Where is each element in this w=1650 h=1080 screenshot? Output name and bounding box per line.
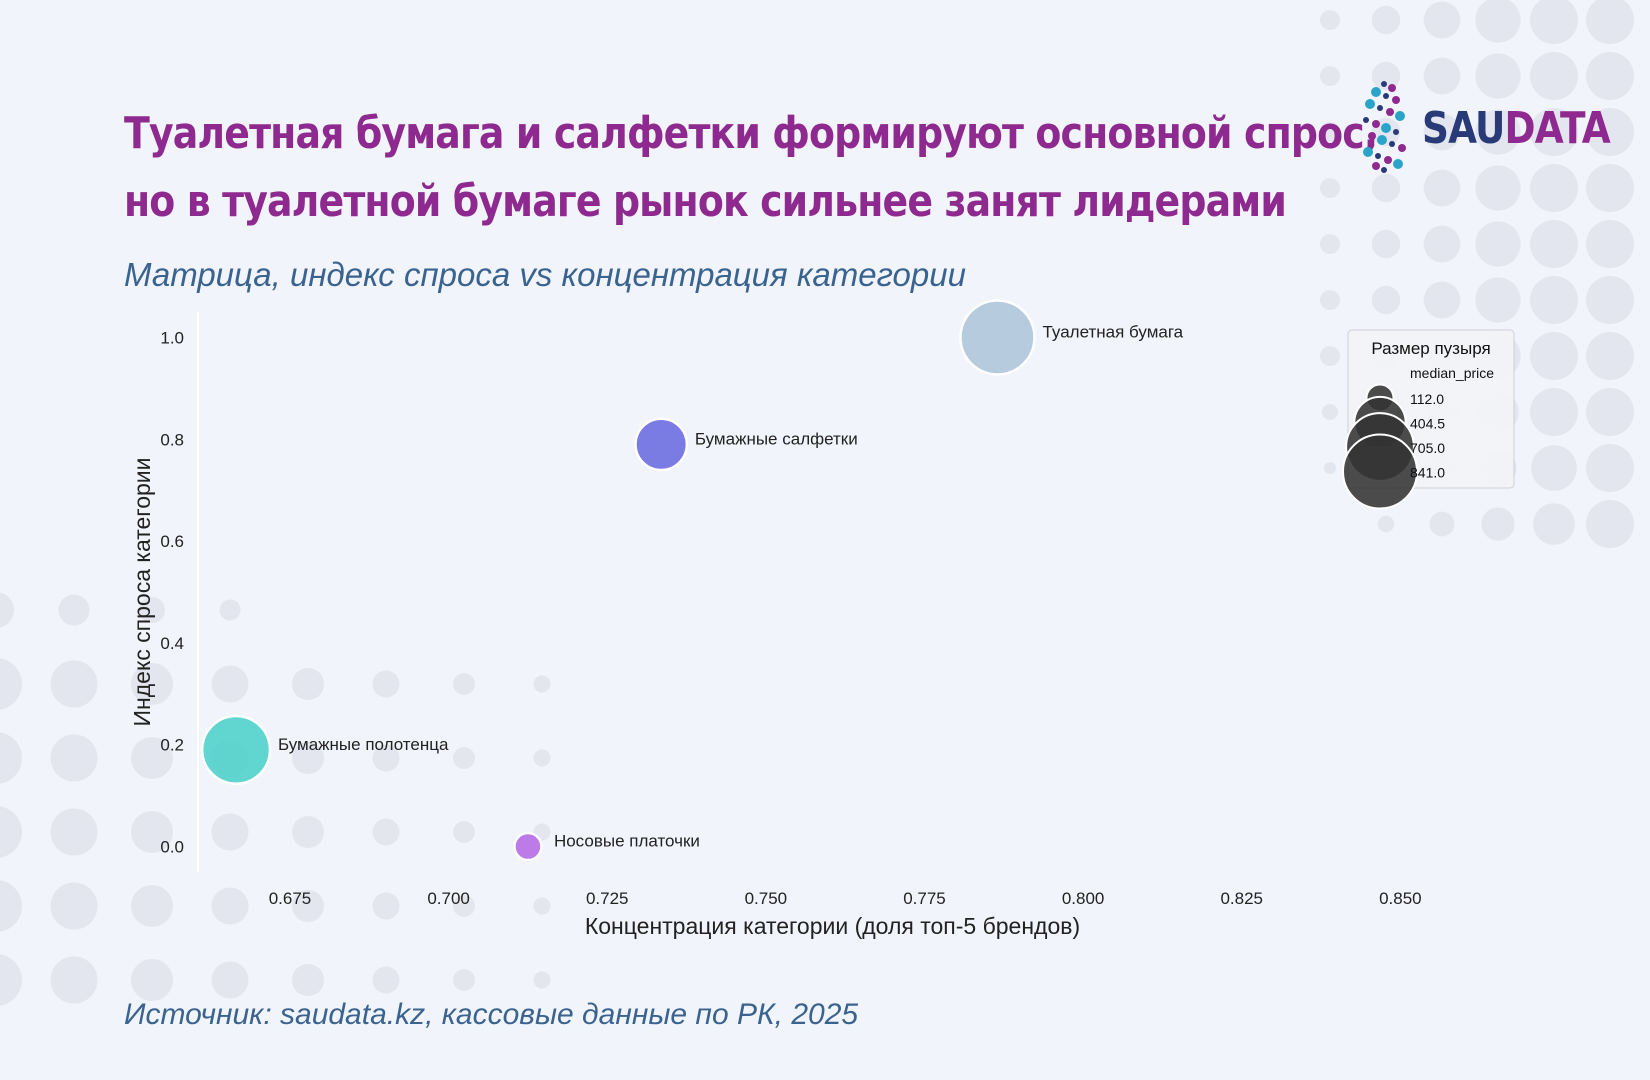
bubble-label: Бумажные салфетки [695,429,858,448]
bubble-point [513,831,543,862]
legend-title: Размер пузыря [1371,339,1490,358]
bubble-point [959,299,1036,376]
y-tick-label: 0.0 [160,838,184,857]
saudata-logo: SAUDATA [1356,78,1643,178]
x-tick-label: 0.700 [427,889,470,908]
y-tick-label: 0.2 [160,736,184,755]
y-axis-label: Индекс спроса категории [129,458,155,727]
bubble-label: Носовые платочки [554,832,700,851]
legend-subtitle: median_price [1410,365,1494,381]
x-tick-label: 0.675 [269,889,312,908]
bubble-point [634,417,689,472]
x-axis-label: Концентрация категории (доля топ-5 бренд… [585,913,1080,939]
legend-entry-label: 705.0 [1410,440,1445,456]
bubble-point [200,714,272,785]
logo-text-sau: SAU [1422,102,1505,154]
chart-legend: Размер пузыря median_price 112.0 404.5 705.0… [1342,329,1515,510]
bubble-label: Туалетная бумага [1042,322,1183,341]
chart-subtitle: Матрица, индекс спроса vs концентрация к… [124,256,966,293]
title-line-2: но в туалетной бумаге рынок сильнее заня… [124,176,1287,227]
x-tick-label: 0.850 [1379,889,1422,908]
x-tick-label: 0.825 [1220,889,1263,908]
y-tick-label: 1.0 [160,328,184,347]
legend-entry-label: 112.0 [1410,391,1444,407]
y-tick-label: 0.8 [160,430,184,449]
logo-mark-icon [1363,81,1406,173]
title-line-1: Туалетная бумага и салфетки формируют ос… [124,108,1378,159]
x-tick-label: 0.775 [903,889,946,908]
page-title: Туалетная бумага и салфетки формируют ос… [124,100,1378,236]
source-note: Источник: saudata.kz, кассовые данные по… [124,998,859,1031]
x-tick-label: 0.750 [745,889,788,908]
legend-entry-label: 404.5 [1410,416,1445,432]
bubble-label: Бумажные полотенца [278,735,449,754]
logo-text-data: DATA [1504,102,1611,154]
legend-entry-label: 841.0 [1410,465,1445,481]
legend-marker [1342,433,1418,510]
chart-axes: 0.675 0.700 0.725 0.750 0.775 0.800 0.825 0.850… [129,312,1422,939]
chart-bubbles: Туалетная бумага Бумажные салфетки Бумажны… [200,299,1184,862]
y-tick-label: 0.6 [160,532,184,551]
x-tick-label: 0.725 [586,889,629,908]
x-tick-label: 0.800 [1062,889,1105,908]
y-tick-label: 0.4 [160,634,184,653]
